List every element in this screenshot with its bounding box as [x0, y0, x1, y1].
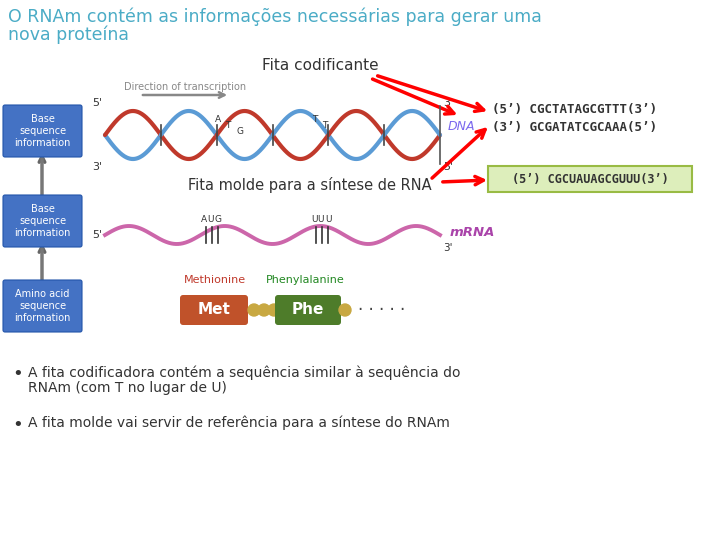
Text: A fita molde vai servir de referência para a síntese do RNAm: A fita molde vai servir de referência pa…	[28, 416, 450, 430]
FancyBboxPatch shape	[3, 280, 82, 332]
Text: Fita molde para a síntese de RNA: Fita molde para a síntese de RNA	[188, 177, 432, 193]
Text: •: •	[12, 365, 23, 383]
Text: nova proteína: nova proteína	[8, 25, 129, 44]
Text: G: G	[215, 215, 222, 224]
Text: U: U	[311, 215, 318, 224]
Text: T: T	[225, 120, 230, 130]
FancyBboxPatch shape	[180, 295, 248, 325]
Text: Base
sequence
information: Base sequence information	[14, 113, 71, 148]
Text: 5': 5'	[443, 162, 453, 172]
Text: Phenylalanine: Phenylalanine	[266, 275, 344, 285]
Text: U: U	[318, 215, 324, 224]
FancyBboxPatch shape	[3, 195, 82, 247]
Text: DNA: DNA	[448, 120, 475, 133]
Text: A: A	[215, 114, 221, 124]
FancyBboxPatch shape	[3, 105, 82, 157]
Text: U: U	[208, 215, 215, 224]
Text: · · · · ·: · · · · ·	[358, 301, 405, 319]
Circle shape	[268, 304, 280, 316]
Text: Phe: Phe	[292, 302, 324, 318]
Text: T: T	[323, 120, 328, 130]
Text: U: U	[325, 215, 331, 224]
Circle shape	[339, 304, 351, 316]
Text: RNAm (com T no lugar de U): RNAm (com T no lugar de U)	[28, 381, 227, 395]
Text: (5’) CGCTATAGCGTTT(3’): (5’) CGCTATAGCGTTT(3’)	[492, 104, 657, 117]
Text: A: A	[201, 215, 207, 224]
Text: A fita codificadora contém a sequência similar à sequência do: A fita codificadora contém a sequência s…	[28, 365, 461, 380]
Text: Base
sequence
information: Base sequence information	[14, 204, 71, 238]
Text: (5’) CGCUAUAGCGUUU(3’): (5’) CGCUAUAGCGUUU(3’)	[512, 172, 668, 186]
Text: T: T	[312, 114, 318, 124]
Text: Direction of transcription: Direction of transcription	[124, 82, 246, 92]
Text: G: G	[236, 126, 243, 136]
Text: O RNAm contém as informações necessárias para gerar uma: O RNAm contém as informações necessárias…	[8, 8, 542, 26]
Text: Fita codificante: Fita codificante	[261, 58, 378, 73]
Text: mRNA: mRNA	[450, 226, 495, 239]
Text: 5': 5'	[92, 98, 102, 108]
Text: 3': 3'	[443, 243, 452, 253]
Text: Methionine: Methionine	[184, 275, 246, 285]
Text: •: •	[12, 416, 23, 434]
Text: Amino acid
sequence
information: Amino acid sequence information	[14, 288, 71, 323]
Text: 5': 5'	[92, 230, 102, 240]
FancyBboxPatch shape	[275, 295, 341, 325]
Text: 3': 3'	[443, 98, 453, 108]
FancyBboxPatch shape	[488, 166, 692, 192]
Circle shape	[258, 304, 270, 316]
Text: (3’) GCGATATCGCAAA(5’): (3’) GCGATATCGCAAA(5’)	[492, 122, 657, 134]
Text: 3': 3'	[92, 162, 102, 172]
Circle shape	[248, 304, 260, 316]
Text: Met: Met	[197, 302, 230, 318]
